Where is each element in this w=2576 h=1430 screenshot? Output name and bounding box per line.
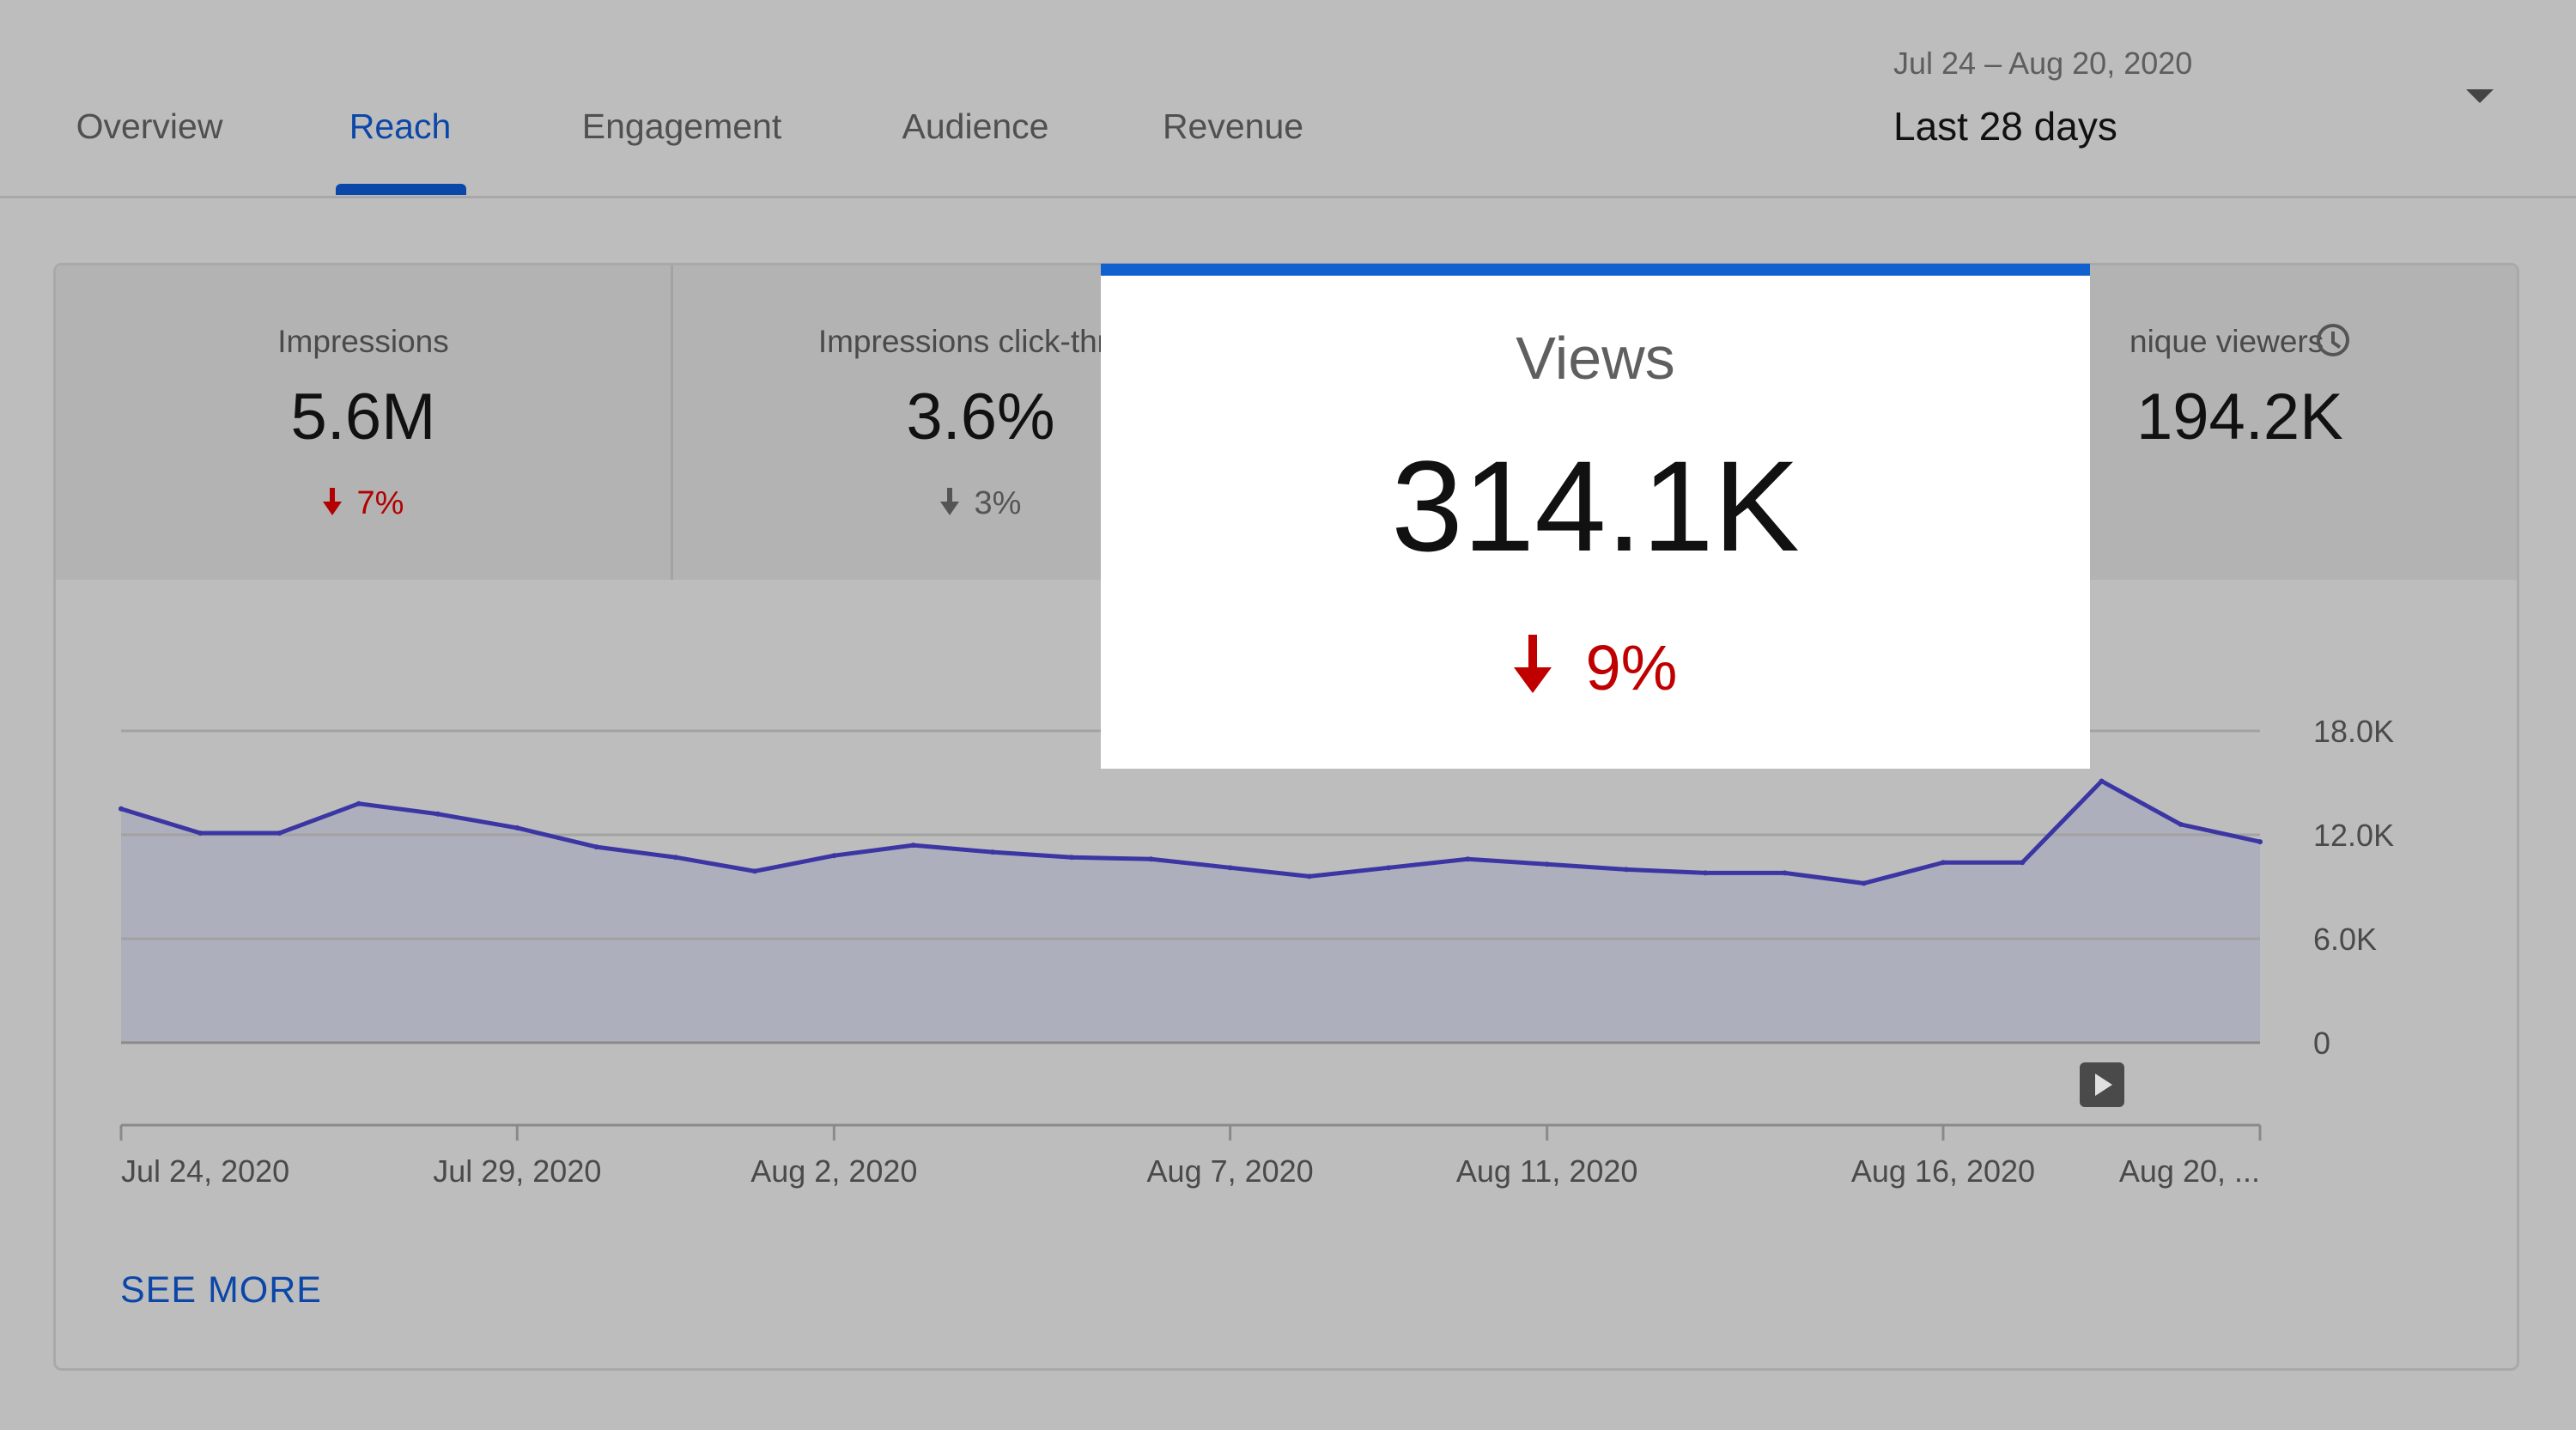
highlight-delta-value: 9% [1585,632,1678,703]
arrow-down-icon [939,488,959,517]
tab-revenue[interactable]: Revenue [1162,106,1304,146]
metric-label: nique viewers [2129,324,2324,359]
metric-divider [671,265,673,580]
metric-value: 3.6% [906,380,1055,453]
highlight-delta: 9% [1101,631,2090,704]
date-range-preset[interactable]: Last 28 days [1893,104,2117,149]
tab-overview[interactable]: Overview [76,106,223,146]
metric-value: 5.6M [290,380,436,453]
date-range-text[interactable]: Jul 24 – Aug 20, 2020 [1893,46,2193,81]
highlight-value: 314.1K [1391,434,1800,578]
active-tab-indicator [336,184,466,195]
metric-value: 194.2K [2136,380,2343,453]
metric-delta-value: 7% [356,485,404,521]
metric-unique-viewers[interactable]: nique viewers 194.2K [2091,265,2517,580]
metric-delta: 7% [56,485,671,522]
tab-engagement[interactable]: Engagement [581,106,782,146]
highlight-title: Views [1516,325,1675,392]
see-more-button[interactable]: SEE MORE [120,1269,322,1311]
views-highlight-card[interactable]: Views 314.1K 9% [1101,264,2090,769]
metric-delta: 3% [673,485,1288,522]
metric-label: Impressions click-throu [817,324,1144,359]
arrow-down-icon [322,488,342,517]
tab-bar: Overview Reach Engagement Audience Reven… [0,0,2576,198]
metric-label: Impressions [277,324,449,359]
play-icon[interactable] [2080,1062,2124,1107]
metric-impressions[interactable]: Impressions 5.6M 7% [56,265,671,580]
metric-ctr[interactable]: Impressions click-throu 3.6% 3% [673,265,1288,580]
metric-delta-value: 3% [974,485,1022,521]
arrow-down-icon [1513,635,1552,695]
tab-audience[interactable]: Audience [902,106,1049,146]
highlight-accent-bar [1101,264,2090,276]
tab-reach[interactable]: Reach [349,106,452,146]
clock-icon[interactable] [2317,324,2349,356]
caret-down-icon[interactable] [2466,89,2494,103]
